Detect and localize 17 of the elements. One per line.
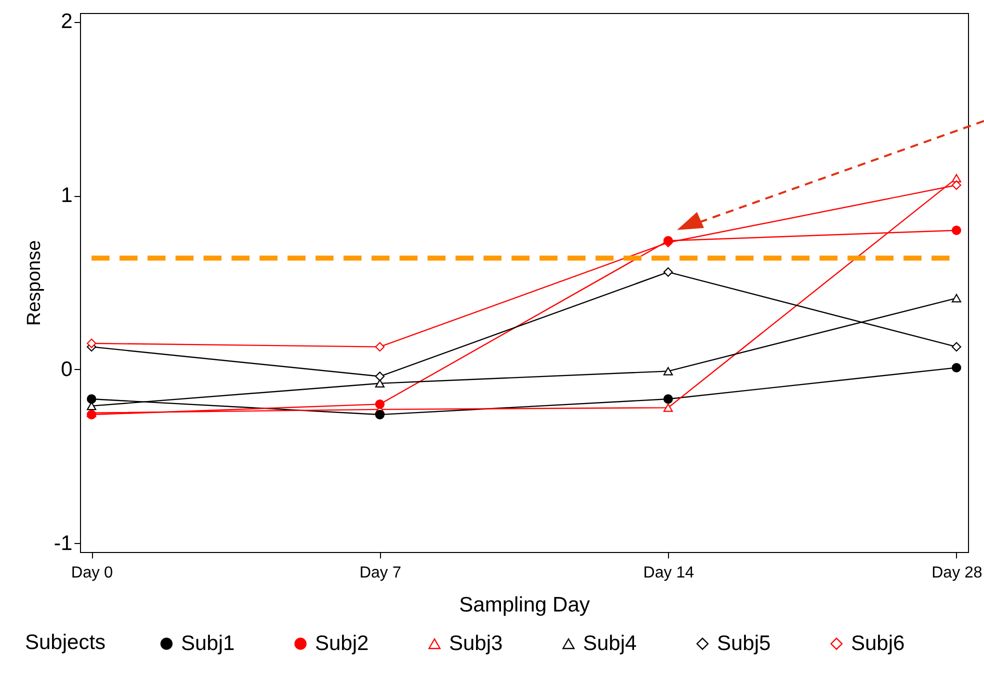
- legend-label: Subj5: [717, 632, 771, 655]
- y-axis-title: Response: [24, 240, 45, 326]
- x-tick-label: Day 14: [643, 564, 694, 582]
- legend-label: Subj1: [181, 632, 235, 655]
- legend-label: Subj4: [583, 632, 638, 655]
- y-tick-label: 0: [60, 358, 72, 381]
- legend-label: Subj6: [851, 632, 905, 655]
- x-tick-label: Day 28: [932, 564, 982, 582]
- x-axis-title: Sampling Day: [459, 594, 590, 616]
- x-tick-label: Day 0: [71, 564, 114, 582]
- legend-label: Subj2: [315, 632, 369, 655]
- legend-title: Subjects: [25, 631, 106, 654]
- y-tick-label: 1: [60, 184, 72, 208]
- x-tick-label: Day 7: [359, 564, 402, 582]
- y-tick-label: -1: [54, 532, 72, 555]
- legend-label: Subj3: [449, 632, 503, 655]
- y-tick-label: 2: [60, 10, 72, 34]
